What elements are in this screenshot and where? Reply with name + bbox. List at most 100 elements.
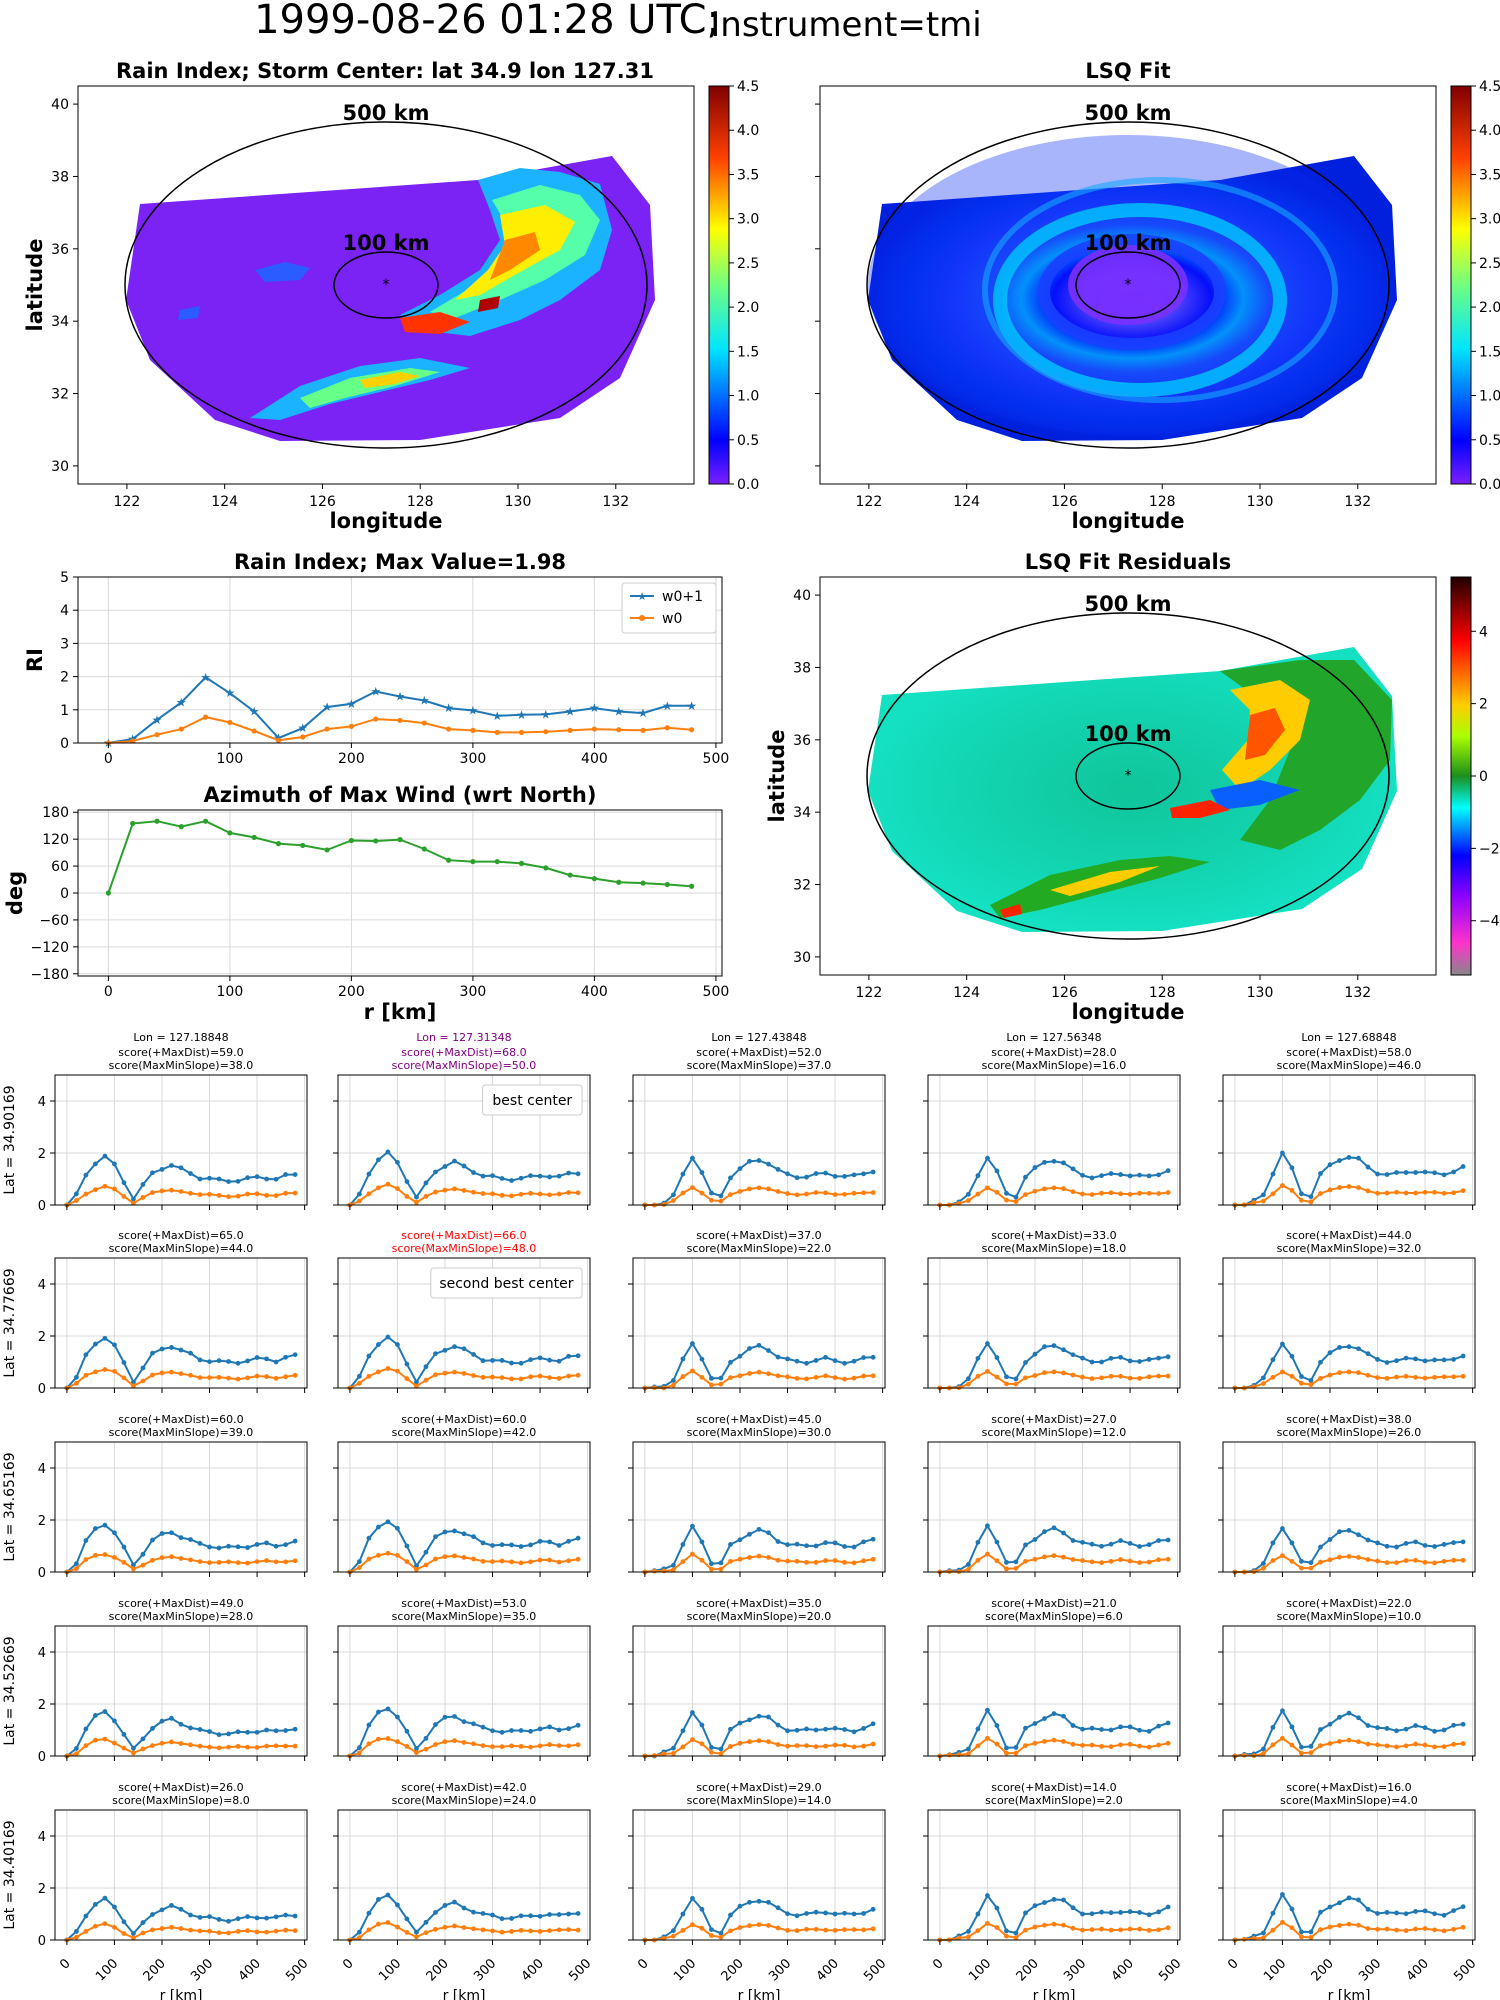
data-point bbox=[718, 1566, 724, 1572]
data-point bbox=[1346, 1369, 1352, 1375]
data-point bbox=[528, 1744, 533, 1750]
data-point bbox=[1127, 1741, 1133, 1747]
data-point bbox=[575, 1742, 581, 1748]
data-point bbox=[1337, 1158, 1342, 1163]
grid bbox=[55, 1626, 307, 1757]
data-point bbox=[1337, 1739, 1342, 1744]
data-point bbox=[376, 1524, 381, 1530]
x-ticks bbox=[644, 1572, 884, 1577]
x-ticks bbox=[939, 1756, 1179, 1761]
data-point bbox=[1270, 1558, 1276, 1563]
data-point bbox=[433, 1742, 438, 1747]
y-axis-label: latitude bbox=[23, 239, 47, 332]
data-point bbox=[1327, 1904, 1333, 1910]
data-point bbox=[699, 1722, 705, 1728]
data-point bbox=[102, 1153, 108, 1159]
data-point bbox=[442, 1903, 448, 1908]
data-point bbox=[1070, 1741, 1076, 1747]
map-title: LSQ Fit bbox=[1085, 59, 1170, 83]
data-point bbox=[471, 1189, 476, 1195]
data-point bbox=[1280, 1526, 1285, 1531]
data-point bbox=[1099, 1909, 1104, 1915]
data-point bbox=[1394, 1728, 1399, 1734]
y-ticks: 024 bbox=[38, 1646, 55, 1765]
data-point bbox=[480, 1191, 486, 1196]
x-tick-label: 400 bbox=[581, 751, 608, 767]
data-point bbox=[528, 1542, 533, 1548]
series-line-w0 bbox=[939, 1186, 1169, 1206]
y-ticks bbox=[333, 1283, 338, 1389]
data-point bbox=[794, 1743, 800, 1748]
data-point bbox=[640, 880, 646, 886]
data-point bbox=[756, 1922, 762, 1928]
data-point bbox=[1422, 1926, 1428, 1931]
data-point bbox=[178, 1347, 184, 1353]
data-point bbox=[292, 1743, 298, 1749]
azimuth-profile-chart: Azimuth of Max Wind (wrt North) 0 100 200 3… bbox=[3, 783, 729, 1024]
data-point bbox=[851, 1375, 857, 1381]
data-point bbox=[616, 727, 622, 733]
grid-panel: Lon = 127.56348score(+MaxDist)=28.0score… bbox=[923, 1031, 1181, 1210]
data-point bbox=[747, 1371, 752, 1376]
data-point bbox=[83, 1372, 89, 1378]
data-point bbox=[832, 1358, 838, 1364]
data-point bbox=[159, 1188, 165, 1194]
y-tick-label: 0 bbox=[60, 886, 69, 902]
data-point bbox=[1108, 1558, 1114, 1564]
data-point bbox=[785, 1743, 790, 1749]
data-point bbox=[178, 1906, 184, 1912]
data-point bbox=[227, 719, 233, 726]
y-tick-label: 38 bbox=[51, 169, 69, 185]
data-point bbox=[1280, 1369, 1285, 1375]
data-point bbox=[470, 858, 476, 865]
data-point bbox=[226, 1179, 231, 1184]
x-tick-label: 128 bbox=[407, 494, 434, 510]
data-point bbox=[216, 1917, 222, 1922]
data-point bbox=[366, 1353, 372, 1359]
panel-score-maxdist: score(+MaxDist)=14.0 bbox=[991, 1781, 1116, 1794]
data-point bbox=[385, 1181, 391, 1187]
data-point bbox=[235, 1729, 241, 1735]
data-point bbox=[385, 1149, 391, 1155]
data-point bbox=[1042, 1716, 1047, 1721]
data-point bbox=[870, 1556, 876, 1562]
data-point bbox=[376, 1552, 381, 1558]
x-ticks bbox=[66, 1756, 306, 1761]
x-tick-label: 126 bbox=[1051, 985, 1078, 1001]
data-point bbox=[1099, 1190, 1104, 1196]
data-point bbox=[188, 1372, 193, 1378]
data-point bbox=[664, 725, 670, 731]
data-point bbox=[1356, 1922, 1361, 1928]
data-point bbox=[718, 1560, 724, 1566]
data-point bbox=[680, 1559, 686, 1564]
data-point bbox=[216, 1358, 222, 1364]
colorbar-tick-label: −4 bbox=[1479, 914, 1500, 930]
data-point bbox=[1308, 1194, 1314, 1200]
data-point bbox=[1460, 1741, 1466, 1746]
data-point bbox=[1365, 1906, 1371, 1912]
data-point: ★ bbox=[516, 708, 527, 722]
data-point: ★ bbox=[662, 699, 673, 713]
data-point bbox=[461, 1188, 467, 1193]
data-point bbox=[414, 1563, 419, 1569]
data-point bbox=[423, 1919, 429, 1925]
data-point bbox=[356, 1929, 362, 1935]
series-line-w0plus1 bbox=[1234, 1342, 1464, 1389]
data-point bbox=[197, 1176, 203, 1182]
data-point bbox=[207, 1175, 212, 1181]
x-ticks bbox=[1234, 1205, 1474, 1210]
data-point bbox=[861, 1927, 867, 1933]
data-point bbox=[1384, 1560, 1390, 1566]
data-point bbox=[207, 1191, 212, 1197]
data-point bbox=[1137, 1926, 1142, 1932]
y-tick-label: 38 bbox=[793, 660, 811, 676]
x-tick-label: 300 bbox=[471, 1956, 499, 1984]
data-point bbox=[471, 1909, 476, 1915]
data-point bbox=[169, 1345, 174, 1350]
data-point bbox=[1013, 1930, 1019, 1936]
data-point bbox=[747, 1899, 752, 1905]
data-point bbox=[566, 1911, 572, 1917]
data-point bbox=[699, 1170, 705, 1175]
y-tick-label: 2 bbox=[60, 670, 69, 686]
